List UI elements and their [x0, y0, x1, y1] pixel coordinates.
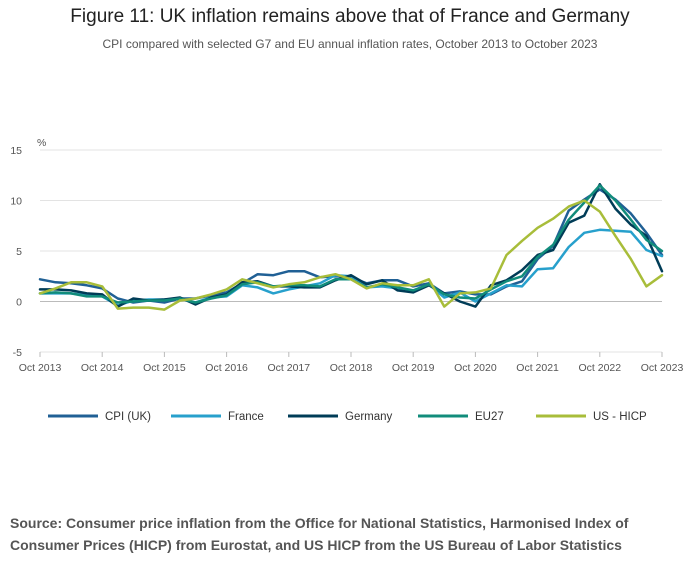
- series-line-3: [38, 184, 664, 304]
- legend-label: CPI (UK): [105, 411, 151, 423]
- x-tick-label: Oct 2017: [267, 362, 310, 374]
- chart-subtitle: CPI compared with selected G7 and EU ann…: [102, 37, 598, 51]
- x-tick-label: Oct 2019: [392, 362, 435, 374]
- legend-label: US - HICP: [593, 411, 647, 423]
- x-tick-label: Oct 2016: [205, 362, 248, 374]
- y-axis-ticks: -5 0 5 10 15: [10, 145, 22, 359]
- y-tick-label: 10: [10, 196, 22, 208]
- x-axis-ticks: Oct 2013 Oct 2014 Oct 2015 Oct 2016 Oct 2017…: [19, 352, 684, 374]
- x-tick-label: Oct 2022: [578, 362, 621, 374]
- legend-label: Germany: [345, 411, 393, 423]
- y-tick-label: 15: [10, 145, 22, 157]
- source-note: Source: Consumer price inflation from th…: [10, 515, 629, 553]
- series-lines: [38, 183, 664, 311]
- x-tick-label: Oct 2014: [81, 362, 124, 374]
- x-tick-label: Oct 2021: [516, 362, 559, 374]
- legend: CPI (UK) France Germany EU27 US - HICP: [48, 411, 647, 423]
- page-title: Figure 11: UK inflation remains above th…: [70, 6, 630, 27]
- x-tick-label: Oct 2015: [143, 362, 186, 374]
- x-tick-label: Oct 2013: [19, 362, 62, 374]
- y-tick-label: 0: [16, 297, 22, 309]
- x-tick-label: Oct 2023: [641, 362, 684, 374]
- x-tick-label: Oct 2020: [454, 362, 497, 374]
- series-line-1: [38, 228, 664, 307]
- series-line-4: [38, 199, 664, 311]
- grid-lines: [40, 149, 662, 353]
- y-axis-label: %: [37, 137, 46, 149]
- y-tick-label: 5: [16, 246, 22, 258]
- legend-label: France: [228, 411, 264, 423]
- x-tick-label: Oct 2018: [330, 362, 373, 374]
- y-tick-label: -5: [13, 347, 22, 359]
- legend-label: EU27: [475, 411, 504, 423]
